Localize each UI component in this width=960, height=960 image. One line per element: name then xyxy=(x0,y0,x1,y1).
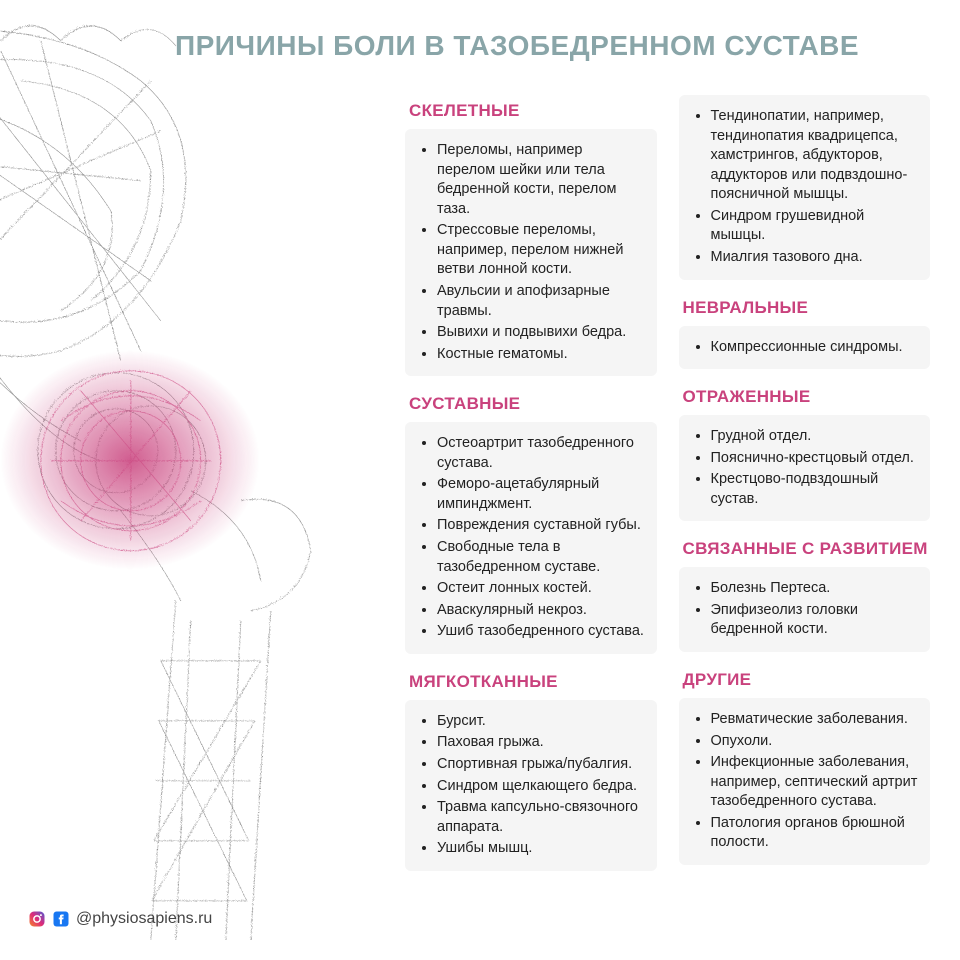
list-item: Ревматические заболевания. xyxy=(711,710,919,730)
list-item: Вывихи и подвывихи бедра. xyxy=(437,323,645,343)
section-card: Болезнь Пертеса.Эпифизеолиз головки бедр… xyxy=(679,567,931,652)
list-item: Паховая грыжа. xyxy=(437,733,645,753)
list-item: Авульсии и апофизарные травмы. xyxy=(437,282,645,321)
list-item: Тендинопатии, например, тендинопатия ква… xyxy=(711,107,919,205)
section-card: Бурсит.Паховая грыжа.Спортивная грыжа/пу… xyxy=(405,700,657,871)
list-item: Ушиб тазобедренного сустава. xyxy=(437,622,645,642)
list-item: Остеит лонных костей. xyxy=(437,579,645,599)
list-item: Феморо-ацетабулярный импинджмент. xyxy=(437,475,645,514)
column-left: СКЕЛЕТНЫЕ Переломы, например перелом шейк… xyxy=(405,95,657,940)
section-title: СВЯЗАННЫЕ С РАЗВИТИЕМ xyxy=(683,539,931,559)
facebook-icon xyxy=(52,910,70,928)
list-item: Крестцово-подвздошный сустав. xyxy=(711,470,919,509)
section-title: ОТРАЖЕННЫЕ xyxy=(683,387,931,407)
list-item: Остеоартрит тазобедренного сустава. xyxy=(437,434,645,473)
list-item: Бурсит. xyxy=(437,712,645,732)
section-card: Грудной отдел.Пояснично-крестцовый отдел… xyxy=(679,415,931,521)
list-item: Переломы, например перелом шейки или тел… xyxy=(437,141,645,219)
list-item: Эпифизеолиз головки бедренной кости. xyxy=(711,601,919,640)
list-item: Болезнь Пертеса. xyxy=(711,579,919,599)
list-item: Спортивная грыжа/пубалгия. xyxy=(437,755,645,775)
section-title: СКЕЛЕТНЫЕ xyxy=(409,101,657,121)
list-item: Костные гематомы. xyxy=(437,345,645,365)
page-title: ПРИЧИНЫ БОЛИ В ТАЗОБЕДРЕННОМ СУСТАВЕ xyxy=(175,30,920,62)
list-item: Травма капсульно-связочного аппарата. xyxy=(437,798,645,837)
list-item: Аваскулярный некроз. xyxy=(437,601,645,621)
section-card: Тендинопатии, например, тендинопатия ква… xyxy=(679,95,931,280)
list-item: Повреждения суставной губы. xyxy=(437,516,645,536)
column-right: Тендинопатии, например, тендинопатия ква… xyxy=(679,95,931,940)
section-card: Остеоартрит тазобедренного сустава.Фемор… xyxy=(405,422,657,654)
list-item: Грудной отдел. xyxy=(711,427,919,447)
list-item: Синдром грушевидной мышцы. xyxy=(711,207,919,246)
list-item: Инфекционные заболевания, например, септ… xyxy=(711,753,919,812)
section-card: Переломы, например перелом шейки или тел… xyxy=(405,129,657,376)
instagram-icon xyxy=(28,910,46,928)
hip-illustration xyxy=(0,20,420,940)
list-item: Свободные тела в тазобедренном суставе. xyxy=(437,538,645,577)
list-item: Опухоли. xyxy=(711,732,919,752)
section-title: НЕВРАЛЬНЫЕ xyxy=(683,298,931,318)
footer-handle: @physiosapiens.ru xyxy=(76,910,212,928)
list-item: Стрессовые переломы, например, перелом н… xyxy=(437,221,645,280)
section-card: Компрессионные синдромы. xyxy=(679,326,931,370)
list-item: Патология органов брюшной полости. xyxy=(711,814,919,853)
section-title: МЯГКОТКАННЫЕ xyxy=(409,672,657,692)
list-item: Миалгия тазового дна. xyxy=(711,248,919,268)
list-item: Компрессионные синдромы. xyxy=(711,338,919,358)
list-item: Ушибы мышц. xyxy=(437,839,645,859)
content-columns: СКЕЛЕТНЫЕ Переломы, например перелом шейк… xyxy=(405,95,930,940)
footer: @physiosapiens.ru xyxy=(28,910,212,928)
section-title: СУСТАВНЫЕ xyxy=(409,394,657,414)
section-card: Ревматические заболевания.Опухоли.Инфекц… xyxy=(679,698,931,865)
list-item: Синдром щелкающего бедра. xyxy=(437,777,645,797)
list-item: Пояснично-крестцовый отдел. xyxy=(711,449,919,469)
section-title: ДРУГИЕ xyxy=(683,670,931,690)
